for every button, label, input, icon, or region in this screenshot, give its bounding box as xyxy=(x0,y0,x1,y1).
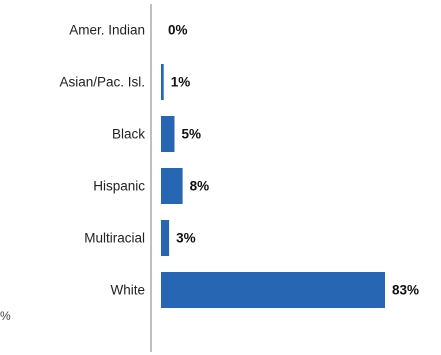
category-label: Amer. Indian xyxy=(69,23,145,38)
bar xyxy=(161,168,183,204)
category-label: Black xyxy=(112,127,145,142)
bar xyxy=(161,116,175,152)
category-label: Asian/Pac. Isl. xyxy=(59,75,145,90)
bar xyxy=(161,272,385,308)
bars-layer: Amer. Indian 0% Asian/Pac. Isl. 1% Black 5% Hi… xyxy=(59,23,419,308)
value-label: 0% xyxy=(168,23,188,38)
category-label: Multiracial xyxy=(84,231,145,246)
category-label: Hispanic xyxy=(93,179,145,194)
cropped-edge-mark: % xyxy=(0,309,11,323)
value-label: 8% xyxy=(190,179,210,194)
value-label: 83% xyxy=(392,283,419,298)
bar xyxy=(161,220,170,256)
category-label: White xyxy=(110,283,145,298)
value-label: 3% xyxy=(176,231,196,246)
bar xyxy=(161,64,164,100)
value-label: 1% xyxy=(171,75,191,90)
value-label: 5% xyxy=(181,127,201,142)
